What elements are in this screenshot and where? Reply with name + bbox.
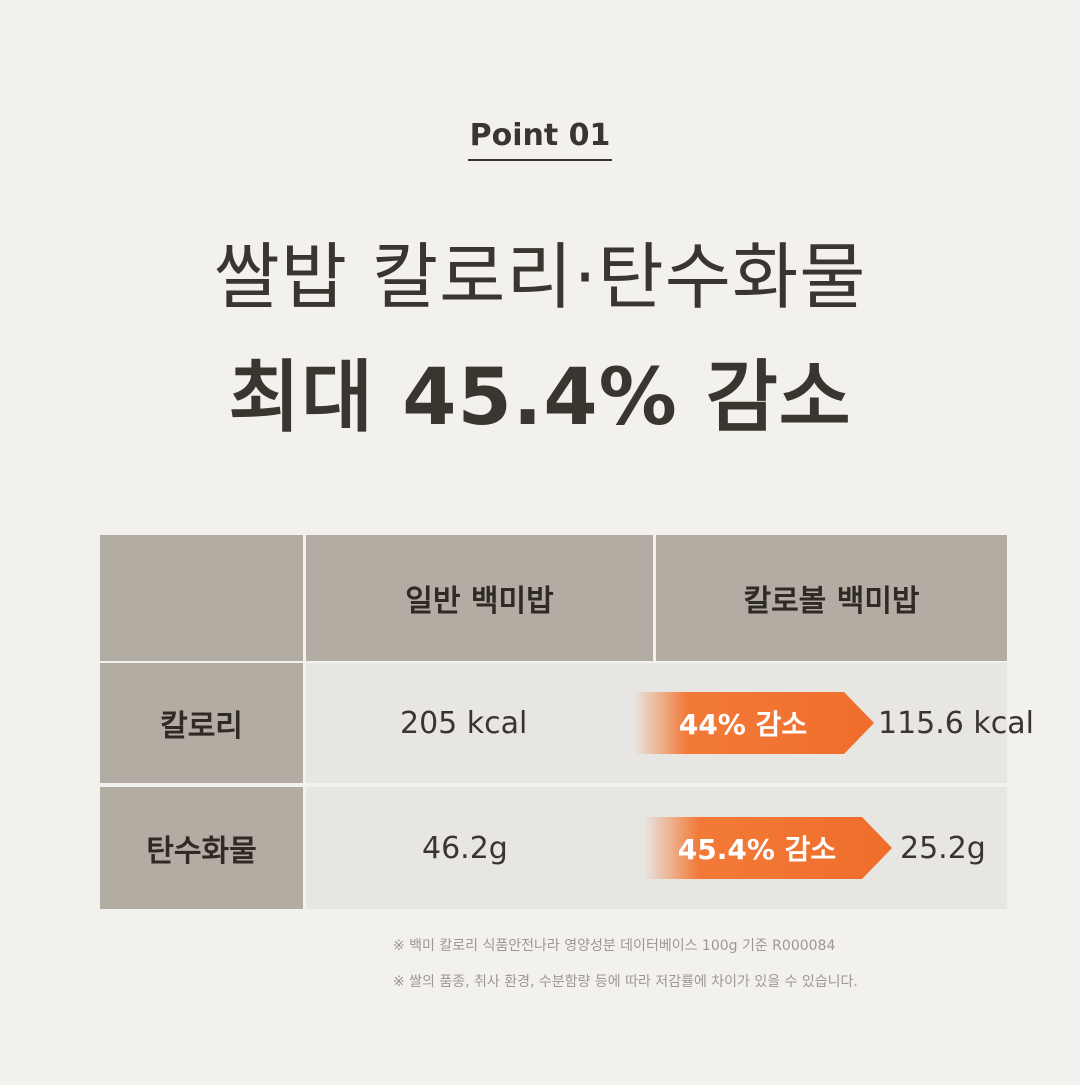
- point-label: Point 01: [0, 118, 1080, 161]
- calorie-reduced-value: 115.6 kcal: [878, 706, 1035, 741]
- calorie-reduction-arrow: 44% 감소: [634, 692, 874, 754]
- table-corner-cell: [100, 535, 303, 661]
- carbohydrate-reduction-label: 45.4% 감소: [677, 833, 837, 866]
- headline-line-1: 쌀밥 칼로리·탄수화물: [213, 235, 867, 319]
- footnote-source: ※ 백미 칼로리 식품안전나라 영양성분 데이터베이스 100g 기준 R000…: [393, 938, 836, 954]
- row-header-calorie: 칼로리: [100, 663, 303, 783]
- calorie-regular-value: 205 kcal: [400, 706, 528, 741]
- carbohydrate-reduced-value: 25.2g: [900, 831, 986, 866]
- point-label-text: Point 01: [467, 118, 613, 161]
- carbohydrate-reduction-arrow: 45.4% 감소: [644, 817, 892, 879]
- table-row-calorie: 205 kcal 44% 감소 115.6 kcal: [306, 663, 1034, 783]
- footnote-disclaimer: ※ 쌀의 품종, 취사 환경, 수분함량 등에 따라 저감률에 차이가 있을 수…: [393, 974, 858, 990]
- carbohydrate-regular-value: 46.2g: [422, 831, 508, 866]
- headline-line-2: 최대 45.4% 감소: [228, 353, 852, 443]
- column-header-regular: 일반 백미밥: [306, 535, 653, 661]
- footnotes: ※ 백미 칼로리 식품안전나라 영양성분 데이터베이스 100g 기준 R000…: [393, 928, 1033, 1000]
- row-header-carbohydrate: 탄수화물: [100, 787, 303, 909]
- calorie-reduction-label: 44% 감소: [678, 708, 808, 741]
- comparison-table: 일반 백미밥 칼로볼 백미밥 칼로리 205 kcal 44% 감소 115.6…: [100, 535, 1034, 909]
- column-header-reduced: 칼로볼 백미밥: [656, 535, 1007, 661]
- table-row-carbohydrate: 46.2g 45.4% 감소 25.2g: [306, 787, 1007, 909]
